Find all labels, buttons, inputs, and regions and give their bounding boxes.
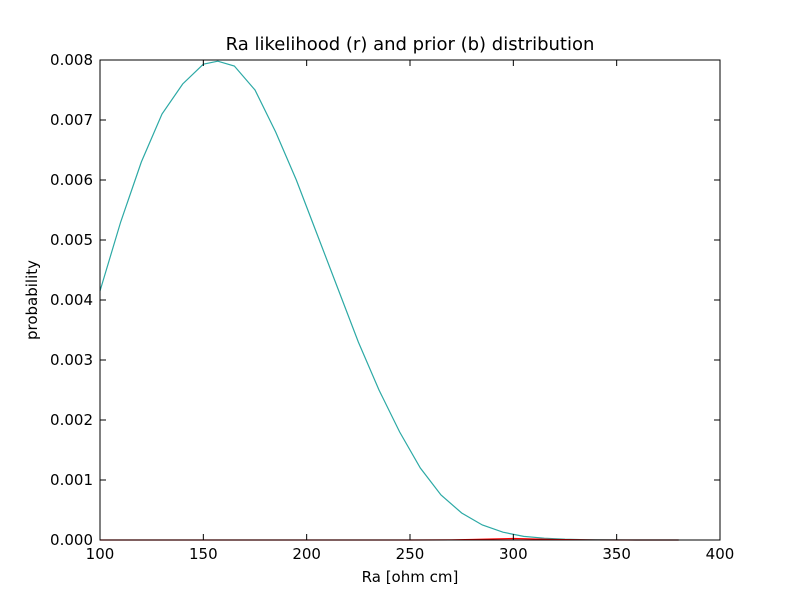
x-tick-label: 350 bbox=[602, 545, 631, 563]
y-tick-label: 0.008 bbox=[50, 51, 93, 69]
x-tick-label: 150 bbox=[189, 545, 218, 563]
y-axis-label: probability bbox=[23, 259, 41, 341]
series-line-1 bbox=[99, 60, 679, 541]
y-tick-label: 0.002 bbox=[50, 411, 93, 429]
y-tick-label: 0.001 bbox=[50, 471, 93, 489]
x-axis-label: Ra [ohm cm] bbox=[361, 568, 459, 586]
y-tick-label: 0.006 bbox=[50, 171, 93, 189]
y-tick-label: 0.003 bbox=[50, 351, 93, 369]
y-tick-label: 0.005 bbox=[50, 231, 93, 249]
chart-title: Ra likelihood (r) and prior (b) distribu… bbox=[225, 34, 595, 55]
x-tick-label: 250 bbox=[396, 545, 425, 563]
x-tick-label: 400 bbox=[706, 545, 735, 563]
x-tick-label: 100 bbox=[86, 545, 115, 563]
x-tick-label: 200 bbox=[292, 545, 321, 563]
x-tick-label: 300 bbox=[499, 545, 528, 563]
y-tick-label: 0.000 bbox=[50, 531, 93, 549]
y-tick-label: 0.004 bbox=[50, 291, 93, 309]
axes-frame bbox=[99, 59, 721, 541]
y-tick-label: 0.007 bbox=[50, 111, 93, 129]
